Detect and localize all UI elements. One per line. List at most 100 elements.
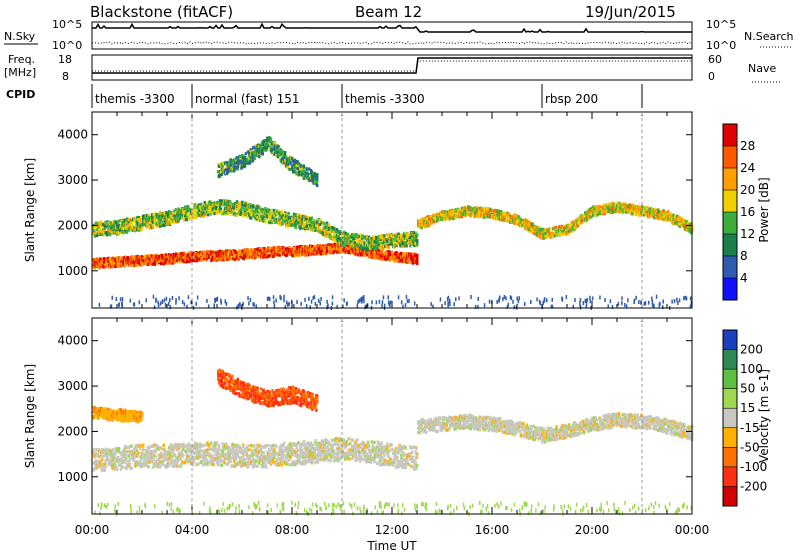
heatmap-cell [271, 252, 274, 256]
heatmap-cell [329, 226, 332, 230]
heatmap-cell [406, 239, 409, 243]
heatmap-cell [127, 220, 131, 224]
heatmap-cell [209, 206, 213, 210]
heatmap-cell [348, 246, 351, 250]
heatmap-cell [394, 254, 398, 258]
heatmap-cell [271, 140, 274, 144]
nsearch-tick-bottom: 10^0 [706, 39, 736, 52]
heatmap-cell [225, 171, 229, 176]
heatmap-cell [177, 218, 181, 222]
heatmap-cell [402, 252, 406, 256]
heatmap-cell [300, 252, 304, 256]
heatmap-cell [263, 247, 266, 251]
heatmap-cell [194, 252, 198, 256]
heatmap-cell [305, 224, 308, 228]
heatmap-cell [338, 238, 341, 242]
heatmap-cell [275, 153, 278, 157]
heatmap-cell [163, 211, 166, 215]
heatmap-cell [252, 150, 256, 154]
heatmap-cell [281, 158, 284, 162]
heatmap-cell [276, 253, 280, 257]
heatmap-cell [100, 259, 103, 263]
heatmap-cell [117, 221, 120, 226]
heatmap-cell [610, 204, 614, 208]
heatmap-cell [179, 216, 182, 220]
heatmap-cell [279, 220, 282, 224]
heatmap-cell [360, 238, 364, 242]
heatmap-cell [242, 161, 245, 165]
heatmap-cell [270, 150, 273, 154]
heatmap-cell [370, 244, 373, 248]
heatmap-cell [366, 250, 369, 255]
heatmap-cell [108, 224, 111, 228]
heatmap-cell [184, 255, 188, 259]
heatmap-cell [202, 250, 206, 254]
heatmap-cell [127, 263, 131, 267]
heatmap-cell [412, 236, 415, 240]
heatmap-cell [240, 255, 243, 259]
heatmap-cell [686, 221, 689, 225]
heatmap-cell [205, 213, 208, 217]
heatmap-cell [479, 209, 482, 213]
heatmap-cell [187, 253, 190, 257]
heatmap-cell [194, 204, 198, 208]
heatmap-cell [130, 219, 133, 223]
heatmap-cell [607, 205, 610, 210]
heatmap-cell [415, 236, 418, 240]
heatmap-cell [380, 251, 383, 255]
heatmap-cell [478, 206, 481, 211]
heatmap-cell [203, 201, 206, 205]
heatmap-cell [267, 211, 271, 215]
heatmap-cell [597, 204, 600, 208]
heatmap-cell [298, 218, 301, 222]
heatmap-cell [290, 249, 293, 253]
heatmap-cell [376, 240, 380, 244]
heatmap-cell [318, 222, 322, 227]
heatmap-cell [120, 219, 123, 223]
heatmap-cell [240, 211, 243, 215]
heatmap-cell [210, 211, 214, 215]
heatmap-cell [325, 230, 329, 234]
heatmap-cell [408, 260, 411, 264]
heatmap-cell [254, 254, 257, 258]
heatmap-cell [218, 249, 222, 253]
heatmap-cell [242, 203, 245, 207]
heatmap-cell [195, 259, 198, 263]
heatmap-cell [460, 206, 464, 210]
heatmap-cell [530, 224, 533, 228]
heatmap-cell [148, 254, 151, 258]
heatmap-cell [184, 214, 187, 218]
heatmap-cell [164, 261, 167, 265]
heatmap-cell [159, 224, 162, 228]
heatmap-cell [500, 215, 504, 219]
heatmap-cell [287, 211, 290, 215]
heatmap-cell [284, 249, 287, 253]
heatmap-cell [150, 262, 153, 266]
heatmap-cell [424, 222, 427, 226]
heatmap-cell [423, 219, 426, 223]
heatmap-cell [581, 219, 584, 223]
heatmap-cell [643, 208, 647, 212]
heatmap-cell [373, 235, 376, 239]
heatmap-cell [241, 165, 244, 169]
heatmap-cell [205, 205, 208, 209]
heatmap-cell [125, 219, 128, 223]
heatmap-cell [677, 216, 681, 220]
heatmap-cell [109, 221, 113, 225]
heatmap-cell [384, 243, 387, 247]
heatmap-cell [601, 207, 605, 211]
heatmap-cell [152, 215, 156, 219]
heatmap-cell [314, 219, 317, 223]
heatmap-cell [235, 161, 239, 165]
heatmap-cell [219, 199, 223, 203]
heatmap-cell [393, 259, 397, 263]
heatmap-cell [409, 244, 412, 248]
heatmap-cell [353, 241, 356, 245]
heatmap-cell [377, 235, 381, 239]
heatmap-cell [534, 229, 537, 233]
heatmap-cell [346, 247, 349, 251]
heatmap-cell [338, 236, 341, 240]
heatmap-cell [461, 211, 464, 215]
heatmap-cell [325, 221, 329, 225]
